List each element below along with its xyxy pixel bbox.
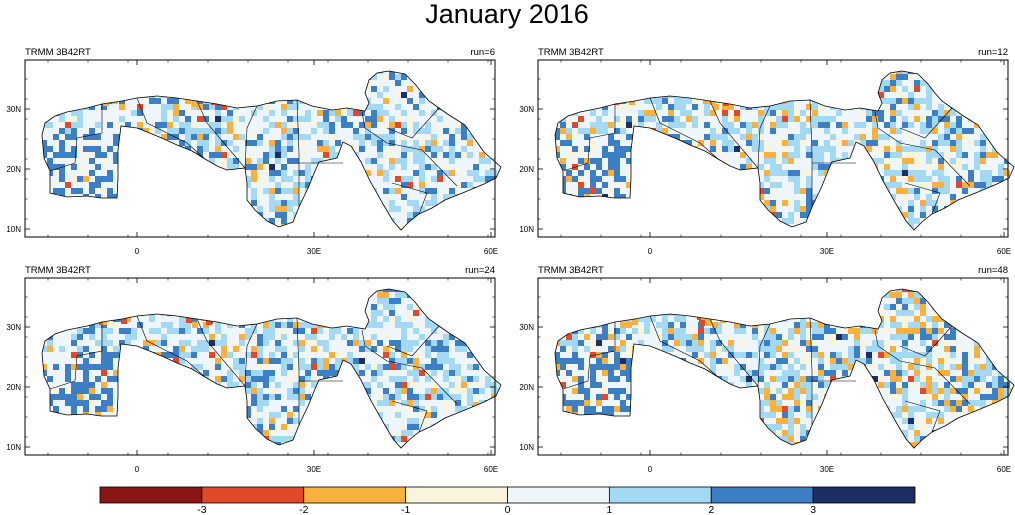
y-tick-label: 10N (519, 443, 534, 452)
y-tick-label: 30N (6, 323, 21, 332)
x-tick-label: 30E (820, 465, 834, 474)
map-panel: TRMM 3B42RT run=12 0 30E 60E 30N 20N 10N (519, 47, 1015, 256)
colorbar-swatch (99, 486, 203, 504)
panel-source-label: TRMM 3B42RT (538, 47, 604, 58)
panel-run-label: run=12 (978, 47, 1008, 58)
panel-run-label: run=6 (470, 47, 495, 58)
precip-anomaly-map (41, 288, 502, 449)
precip-anomaly-map (554, 288, 1015, 449)
x-tick-label: 30E (307, 247, 321, 256)
panel-source-label: TRMM 3B42RT (25, 265, 91, 276)
colorbar-swatch (507, 486, 610, 504)
colorbar-swatch (812, 486, 916, 504)
x-tick-label: 60E (484, 465, 498, 474)
colorbar-swatch (303, 486, 407, 504)
x-tick-label: 60E (484, 247, 498, 256)
panel-run-label: run=24 (465, 265, 495, 276)
y-tick-label: 30N (519, 323, 534, 332)
colorbar: -3 -2 -1 0 1 2 3 (99, 486, 916, 515)
y-tick-label: 10N (519, 225, 534, 234)
precip-anomaly-map (41, 70, 502, 231)
x-tick-label: 60E (997, 247, 1011, 256)
panel-frame (537, 277, 1009, 456)
panel-run-label: run=48 (978, 265, 1008, 276)
y-tick-label: 20N (519, 165, 534, 174)
y-tick-label: 20N (6, 383, 21, 392)
x-tick-label: 60E (997, 465, 1011, 474)
y-tick-label: 10N (6, 225, 21, 234)
colorbar-label: -1 (401, 504, 410, 515)
panel-frame (537, 59, 1009, 238)
y-tick-label: 30N (519, 105, 534, 114)
map-panel: TRMM 3B42RT run=6 0 30E 60E 30N 20N 10N (6, 47, 502, 256)
colorbar-label: 1 (606, 504, 612, 515)
precip-anomaly-map (554, 70, 1015, 231)
panel-frame (24, 59, 496, 238)
panel-source-label: TRMM 3B42RT (538, 265, 604, 276)
y-tick-label: 20N (6, 165, 21, 174)
panel-frame (24, 277, 496, 456)
x-tick-label: 30E (307, 465, 321, 474)
colorbar-label: 2 (708, 504, 714, 515)
colorbar-swatch (405, 486, 508, 504)
colorbar-label: -2 (299, 504, 308, 515)
x-tick-label: 0 (648, 465, 653, 474)
x-tick-label: 0 (135, 465, 140, 474)
colorbar-swatch (710, 486, 814, 504)
y-tick-label: 30N (6, 105, 21, 114)
colorbar-swatch (201, 486, 305, 504)
panel-source-label: TRMM 3B42RT (25, 47, 91, 58)
x-tick-label: 30E (820, 247, 834, 256)
colorbar-swatch (608, 486, 712, 504)
y-tick-label: 20N (519, 383, 534, 392)
x-tick-label: 0 (648, 247, 653, 256)
y-tick-label: 10N (6, 443, 21, 452)
colorbar-label: -3 (197, 504, 206, 515)
x-tick-label: 0 (135, 247, 140, 256)
colorbar-label: 3 (810, 504, 816, 515)
map-panel: TRMM 3B42RT run=24 0 30E 60E 30N 20N 10N (6, 265, 502, 474)
map-panel: TRMM 3B42RT run=48 0 30E 60E 30N 20N 10N (519, 265, 1015, 474)
colorbar-label: 0 (505, 504, 511, 515)
figure-title: January 2016 (425, 0, 589, 29)
